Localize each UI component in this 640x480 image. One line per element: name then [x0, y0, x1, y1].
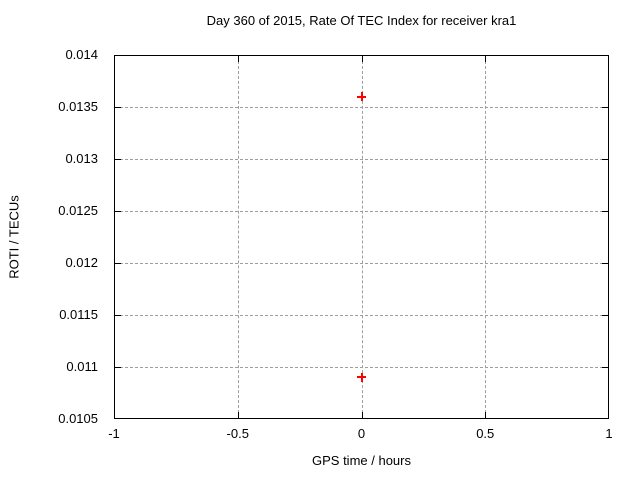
y-axis-tick-right [602, 107, 608, 108]
x-tick-label: 0.5 [476, 426, 495, 441]
x-tick-label: 1 [605, 426, 613, 441]
grid-line-vertical [361, 56, 363, 418]
x-axis-tick-top [237, 56, 239, 62]
y-axis-tick-left [115, 159, 121, 160]
y-tick-label: 0.0125 [58, 203, 98, 218]
grid-line-vertical [485, 56, 487, 418]
x-axis-tick-top [485, 56, 487, 62]
x-tick-label: -0.5 [226, 426, 249, 441]
y-tick-label: 0.011 [66, 359, 98, 374]
data-point-marker [357, 92, 366, 102]
plot-area-border [114, 55, 609, 419]
x-axis-label: GPS time / hours [312, 453, 411, 468]
x-axis-tick-bottom [485, 412, 487, 418]
x-tick-label: 0 [357, 426, 366, 441]
chart-title: Day 360 of 2015, Rate Of TEC Index for r… [206, 13, 517, 28]
grid-line-vertical [237, 56, 239, 418]
y-axis-tick-right [602, 211, 608, 212]
y-axis-tick-right [602, 367, 608, 368]
x-axis-tick-bottom [237, 412, 239, 418]
x-axis-tick-top [361, 56, 363, 62]
y-axis-tick-right [602, 263, 608, 264]
y-axis-tick-left [115, 211, 121, 212]
y-axis-tick-right [602, 315, 608, 316]
y-axis-tick-left [115, 263, 121, 264]
y-tick-label: 0.012 [65, 255, 98, 270]
data-point-marker [357, 372, 366, 382]
y-tick-label: 0.0115 [59, 307, 98, 322]
y-axis-tick-right [602, 159, 608, 160]
y-tick-label: 0.013 [65, 151, 98, 166]
y-axis-tick-left [115, 315, 121, 316]
y-axis-tick-left [115, 367, 121, 368]
y-tick-label: 0.014 [65, 47, 98, 62]
x-tick-label: -1 [108, 426, 120, 441]
y-tick-label: 0.0105 [58, 411, 98, 426]
y-axis-tick-left [115, 107, 121, 108]
y-tick-label: 0.0135 [58, 99, 98, 114]
x-axis-tick-bottom [361, 412, 363, 418]
